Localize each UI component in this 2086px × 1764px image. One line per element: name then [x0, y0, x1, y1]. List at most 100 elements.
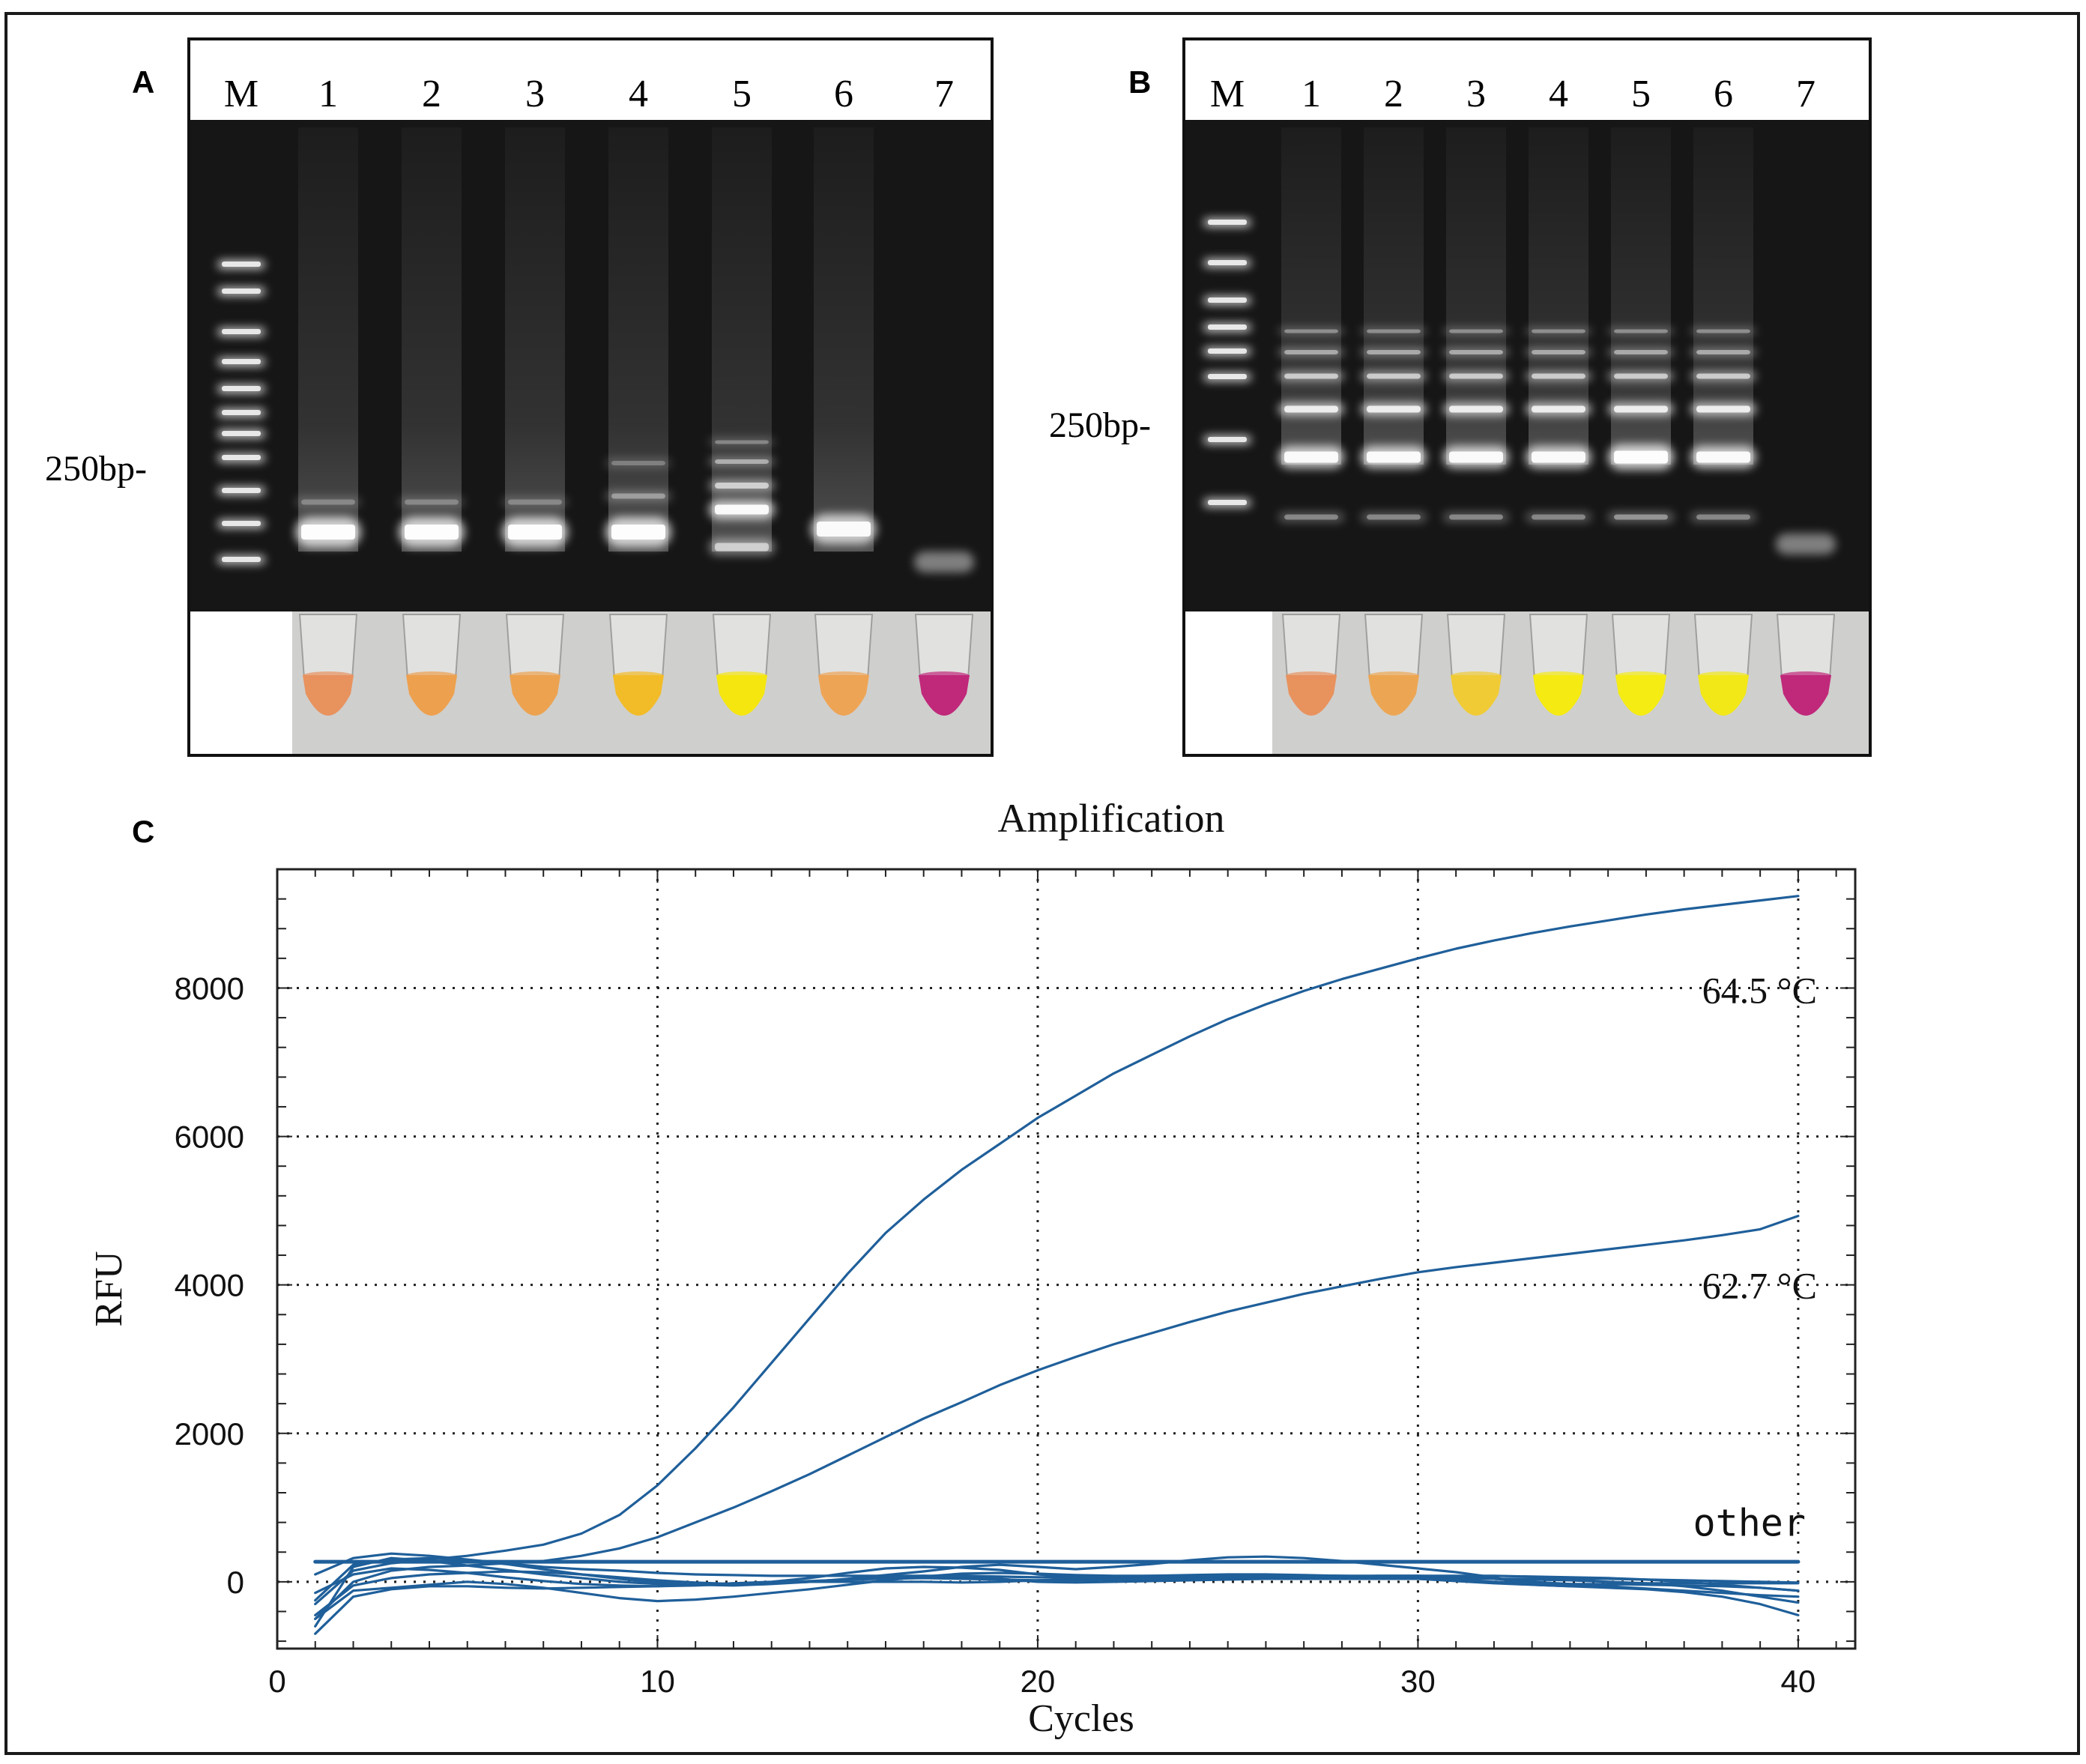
lane-smear [298, 127, 358, 552]
ladder-band [222, 359, 261, 364]
lane-label-1: 1 [318, 73, 338, 115]
liquid-meniscus [1698, 671, 1749, 680]
tube-liquid [919, 675, 970, 716]
dna-band [1284, 329, 1338, 333]
x-axis-label: Cycles [1028, 1697, 1134, 1740]
ladder-band [222, 410, 261, 415]
dna-band [1696, 373, 1750, 379]
reaction-tube-5 [712, 614, 772, 716]
lane-smear [505, 127, 565, 552]
dna-band-glow [1443, 348, 1509, 357]
dna-band [1532, 373, 1585, 379]
dna-band-glow [1690, 512, 1756, 522]
dna-band [1367, 405, 1421, 413]
ladder-band [1208, 348, 1247, 354]
dna-band-glow [1443, 512, 1509, 522]
dna-band [1532, 514, 1585, 520]
reaction-tube-2 [402, 614, 462, 716]
lane-smear [814, 127, 874, 552]
dna-band [1532, 451, 1585, 463]
lane-label-2: 2 [422, 73, 441, 115]
dna-band [1449, 350, 1503, 354]
dna-band [1449, 329, 1503, 333]
ladder-band [1208, 297, 1247, 303]
dna-band-glow [1526, 512, 1591, 522]
dna-band [1614, 514, 1668, 520]
y-tick-label: 2000 [175, 1416, 244, 1452]
series-line-8 [314, 1552, 1800, 1584]
series-label-other: other [1693, 1502, 1806, 1545]
dna-band [611, 461, 665, 465]
dna-band [1614, 329, 1668, 333]
dna-band-glow [709, 457, 775, 466]
y-tick-label: 0 [227, 1565, 244, 1600]
lane-smear [608, 127, 668, 552]
dna-band [405, 499, 459, 505]
reaction-tube-5 [1611, 614, 1671, 716]
dna-band [1449, 451, 1503, 463]
lane-smear [402, 127, 462, 552]
dna-band-glow [605, 491, 671, 501]
dna-band [1449, 373, 1503, 379]
lane-label-6: 6 [1714, 73, 1733, 115]
series-label-64-5: 64.5 °C [1702, 969, 1817, 1011]
gel-panel-b: M 1 2 3 4 5 6 7 [1182, 37, 1872, 757]
dna-band [715, 504, 769, 515]
lane-label-M: M [224, 73, 259, 115]
dna-band-glow [1278, 327, 1344, 335]
liquid-meniscus [1615, 671, 1666, 680]
dna-band-glow [709, 438, 775, 446]
dna-band [1614, 450, 1668, 464]
dna-band [1696, 451, 1750, 463]
reaction-tube-7 [914, 614, 974, 716]
panel-label-c: C [132, 814, 155, 849]
dna-band [715, 543, 769, 552]
dna-band-glow [1361, 512, 1427, 522]
dna-band [1696, 405, 1750, 413]
liquid-meniscus [406, 671, 457, 680]
tube-liquid [818, 675, 869, 716]
ladder-band [222, 488, 261, 493]
chart-svg: Amplification 0 10 20 30 40 0 2000 4000 6000 8000 C… [88, 796, 1857, 1740]
dna-band [611, 525, 665, 540]
ladder-band [222, 557, 261, 562]
dna-band [508, 499, 562, 505]
dna-band-glow [1361, 348, 1427, 357]
liquid-meniscus [919, 671, 970, 680]
dna-band [405, 525, 459, 540]
dna-band-glow [1443, 327, 1509, 335]
y-tick-label: 6000 [175, 1120, 244, 1155]
tube-liquid [1533, 675, 1584, 716]
dna-band [817, 522, 871, 537]
dna-band-glow [605, 459, 671, 468]
lane-label-7: 7 [1796, 73, 1816, 115]
lane-label-3: 3 [525, 73, 545, 115]
series-line-2 [314, 1214, 1800, 1621]
dna-band [1284, 451, 1338, 463]
dna-band [611, 493, 665, 499]
reaction-tube-1 [1281, 614, 1341, 716]
dna-band [1532, 329, 1585, 333]
series-label-62-7: 62.7 °C [1702, 1265, 1817, 1307]
ladder-band [1208, 374, 1247, 379]
dna-band [1367, 350, 1421, 354]
reaction-tube-4 [1529, 614, 1588, 716]
dna-band [1532, 350, 1585, 354]
reaction-tube-7 [1776, 614, 1836, 716]
dna-band [715, 483, 769, 489]
tube-liquid [1286, 675, 1337, 716]
dna-band [301, 525, 355, 540]
amplification-chart: Amplification 0 10 20 30 40 0 2000 4000 6000 8000 C… [82, 787, 1881, 1754]
dna-band [1614, 373, 1668, 379]
tube-liquid [1451, 675, 1502, 716]
dna-band-glow [1278, 348, 1344, 357]
lane-label-3: 3 [1466, 73, 1486, 115]
reaction-tube-2 [1364, 614, 1424, 716]
dna-band [1367, 451, 1421, 463]
dna-band-glow [502, 497, 568, 507]
tube-liquid [303, 675, 354, 716]
dna-band [1367, 373, 1421, 379]
dna-band-glow [1690, 327, 1756, 335]
gel-image-a: M 1 2 3 4 5 6 7 [187, 37, 994, 757]
dna-band [1696, 350, 1750, 354]
